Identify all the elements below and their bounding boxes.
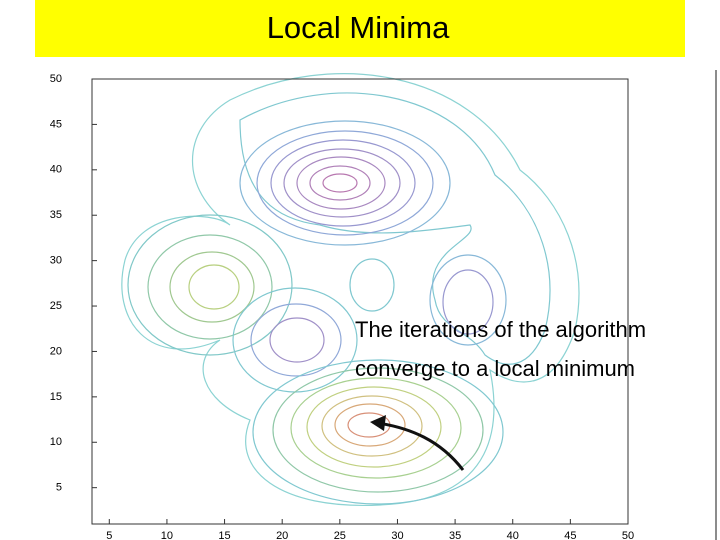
y-tick-label: 10: [50, 436, 62, 448]
contour: [169, 251, 255, 323]
contour: [334, 403, 406, 447]
contour: [296, 156, 386, 210]
arrowhead: [370, 415, 386, 431]
contour: [250, 303, 342, 377]
slide-title: Local Minima: [267, 10, 450, 45]
contour: [121, 73, 580, 507]
x-tick-label: 40: [507, 530, 519, 540]
y-tick-label: 5: [56, 482, 62, 494]
contour: [349, 258, 395, 312]
y-tick-label: 20: [50, 345, 62, 357]
x-tick-label: 5: [106, 530, 112, 540]
title-bar: [35, 0, 685, 57]
x-tick-label: 20: [276, 530, 288, 540]
contour: [239, 92, 551, 365]
contour: [290, 377, 462, 479]
contour-lines: [121, 73, 580, 507]
y-tick-label: 15: [50, 391, 62, 403]
x-tick-label: 50: [622, 530, 634, 540]
contour: [321, 395, 423, 457]
contour: [239, 120, 451, 246]
x-tick-label: 45: [564, 530, 576, 540]
contour: [272, 367, 484, 493]
contour: [127, 214, 293, 356]
contour: [256, 130, 434, 236]
contour: [252, 359, 504, 505]
contour: [269, 317, 325, 363]
contour: [188, 264, 240, 310]
contour: [322, 173, 358, 193]
x-tick-label: 30: [391, 530, 403, 540]
contour: [147, 234, 273, 340]
contour: [306, 386, 442, 468]
y-tick-label: 25: [50, 300, 62, 312]
plot-frame: [91, 78, 629, 525]
x-tick-label: 10: [161, 530, 173, 540]
annotation: converge to a local minimum: [355, 356, 635, 381]
x-tick-label: 35: [449, 530, 461, 540]
contour: [309, 165, 371, 201]
y-tick-label: 35: [50, 209, 62, 221]
contour: [283, 148, 401, 218]
contour: [429, 254, 507, 346]
y-tick-label: 30: [50, 255, 62, 267]
annotation: The iterations of the algorithm: [355, 317, 646, 342]
arrow: [377, 421, 465, 471]
contour: [270, 139, 416, 227]
contour: [442, 269, 494, 335]
y-tick-label: 40: [50, 164, 62, 176]
x-tick-label: 15: [218, 530, 230, 540]
y-tick-label: 50: [50, 73, 62, 85]
x-tick-label: 25: [334, 530, 346, 540]
y-tick-label: 45: [50, 118, 62, 130]
